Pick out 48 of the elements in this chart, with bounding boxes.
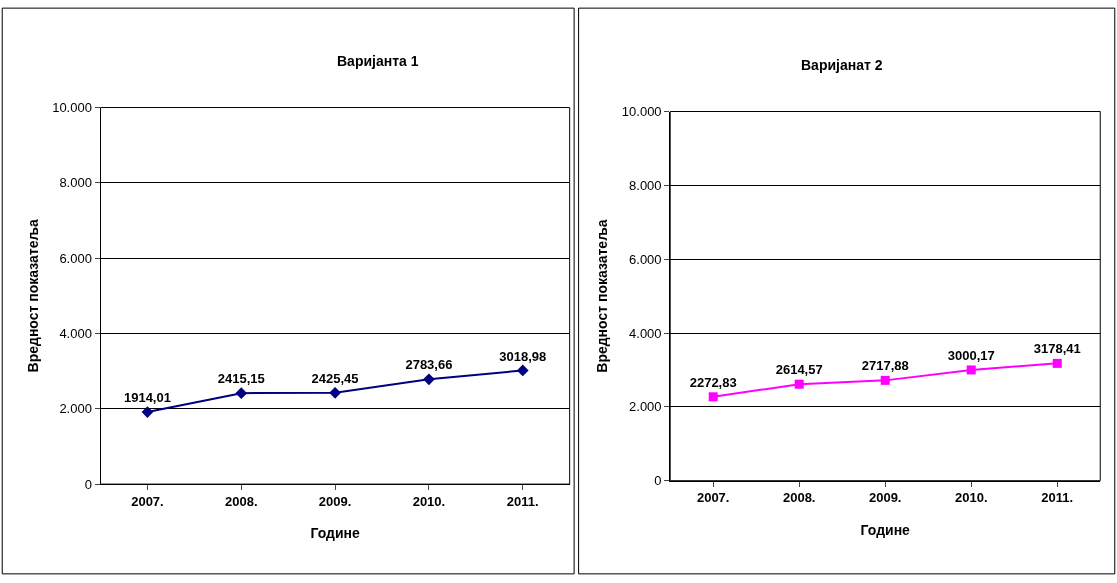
x-tick-label: 2009. [868, 490, 902, 506]
y-tick-label: 6.000 [59, 250, 92, 266]
y-tick-label: 8.000 [59, 175, 92, 191]
data-label: 3000,17 [947, 348, 995, 364]
point [966, 365, 976, 375]
y-tick-label: 2.000 [59, 401, 92, 417]
data-label: 2783,66 [405, 357, 453, 373]
point [329, 386, 341, 399]
x-tick-label: 2010. [412, 493, 446, 509]
y-tick-label: 6.000 [629, 251, 662, 267]
x-tick-label: 2010. [954, 490, 988, 506]
y-tick-label: 2.000 [629, 399, 662, 415]
point [880, 375, 890, 385]
y-tick-label: 0 [84, 476, 92, 492]
data-label: 2415,15 [217, 371, 265, 387]
y-tick-label: 10.000 [621, 104, 662, 120]
data-label: 3018,98 [499, 348, 547, 364]
point [235, 387, 248, 400]
data-label: 2272,83 [689, 374, 737, 390]
data-label: 1914,01 [123, 390, 171, 406]
y-tick-label: 10.000 [52, 100, 92, 116]
data-label: 2425,45 [311, 370, 359, 386]
point [141, 406, 154, 418]
x-tick-label: 2011. [506, 493, 539, 509]
data-label: 3178,41 [1033, 341, 1081, 357]
point [423, 373, 435, 386]
y-tick-label: 4.000 [59, 326, 92, 342]
point [708, 392, 718, 402]
y-axis-title: Вредност показатеља [594, 219, 611, 373]
x-tick-label: 2007. [131, 493, 164, 509]
y-tick-label: 0 [654, 473, 662, 489]
x-tick-label: 2008. [225, 493, 258, 509]
chart-title: Варијанта 1 [337, 53, 419, 69]
x-tick-label: 2007. [696, 490, 730, 506]
x-tick-label: 2009. [318, 493, 352, 509]
data-label: 2614,57 [775, 362, 823, 378]
x-axis-title: Године [860, 521, 911, 538]
point [794, 379, 804, 389]
y-axis-title: Вредност показатеља [24, 219, 41, 373]
point [516, 364, 529, 377]
x-axis-title: Године [310, 525, 360, 542]
x-tick-label: 2008. [782, 490, 816, 506]
chart-title: Варијанат 2 [801, 57, 883, 73]
x-tick-label: 2011. [1041, 490, 1074, 506]
point [1052, 358, 1062, 368]
y-tick-label: 4.000 [629, 325, 662, 341]
data-label: 2717,88 [861, 358, 909, 374]
y-tick-label: 8.000 [629, 177, 662, 193]
